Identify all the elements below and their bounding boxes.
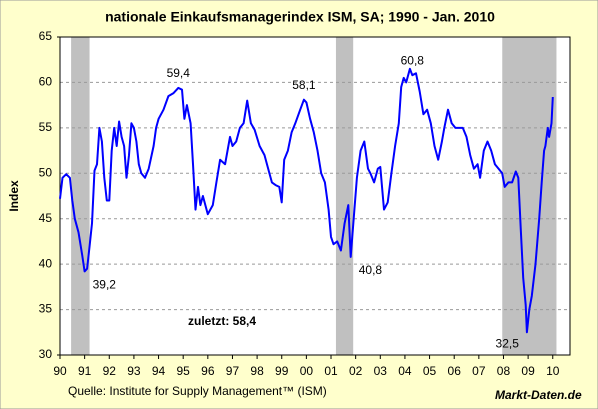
y-tick-label: 65 — [39, 29, 53, 43]
plot-area — [60, 37, 570, 355]
y-tick-label: 30 — [39, 347, 53, 361]
y-tick-label: 40 — [39, 256, 53, 270]
x-tick-label: 07 — [472, 364, 486, 378]
y-tick-label: 50 — [39, 165, 53, 179]
x-tick-label: 95 — [177, 364, 191, 378]
x-tick-label: 98 — [250, 364, 264, 378]
annotation: 60,8 — [401, 53, 425, 67]
chart-title: nationale Einkaufsmanagerindex ISM, SA; … — [105, 9, 495, 25]
line-series — [59, 67, 554, 334]
x-tick-label: 96 — [201, 364, 215, 378]
y-tick-label: 45 — [39, 211, 53, 225]
y-axis-label: Index — [7, 180, 21, 212]
recession-band — [335, 37, 354, 355]
x-tick-label: 10 — [546, 364, 560, 378]
recession-band — [71, 37, 90, 355]
note: zuletzt: 58,4 — [188, 314, 256, 328]
annotation: 58,1 — [292, 78, 316, 92]
x-tick-label: 99 — [275, 364, 289, 378]
x-tick-label: 92 — [103, 364, 117, 378]
x-tick-label: 08 — [497, 364, 511, 378]
x-tick-label: 03 — [374, 364, 388, 378]
x-tick-label: 91 — [78, 364, 92, 378]
y-tick-label: 55 — [39, 120, 53, 134]
x-tick-label: 90 — [53, 364, 67, 378]
x-tick-label: 04 — [398, 364, 412, 378]
x-tick-label: 93 — [127, 364, 141, 378]
x-tick-label: 94 — [152, 364, 166, 378]
x-tick-label: 00 — [300, 364, 314, 378]
x-tick-label: 02 — [349, 364, 363, 378]
brand: Markt-Daten.de — [495, 388, 582, 402]
annotation: 59,4 — [167, 66, 191, 80]
annotation: 32,5 — [496, 336, 520, 350]
x-tick-label: 97 — [226, 364, 240, 378]
y-tick-label: 35 — [39, 302, 53, 316]
source: Quelle: Institute for Supply Management™… — [68, 384, 327, 398]
x-tick-label: 01 — [324, 364, 338, 378]
annotation: 39,2 — [93, 278, 117, 292]
recession-band — [502, 37, 557, 355]
annotation: 40,8 — [359, 263, 383, 277]
y-tick-label: 60 — [39, 75, 53, 89]
x-tick-label: 06 — [448, 364, 462, 378]
x-tick-label: 09 — [521, 364, 535, 378]
x-tick-label: 05 — [423, 364, 437, 378]
